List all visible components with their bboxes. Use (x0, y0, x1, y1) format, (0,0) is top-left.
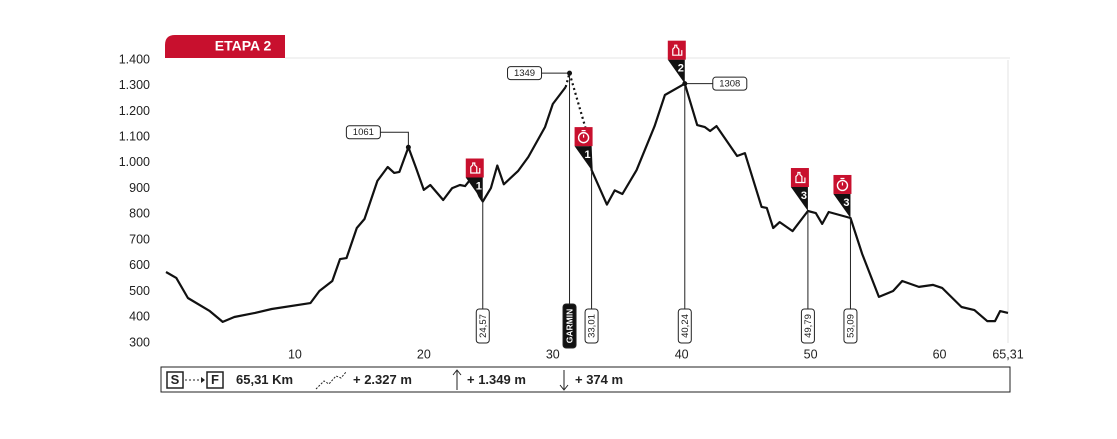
descent: + 374 m (575, 372, 623, 387)
annotation-point (682, 81, 688, 87)
marker-pennant (833, 193, 851, 218)
marker-label: 24,57 (478, 314, 489, 338)
annotation-box (712, 76, 748, 91)
title-tab (165, 35, 285, 58)
marker-flag (465, 158, 484, 178)
x-tick-label: 65,31 (992, 347, 1023, 361)
marker-pennant (574, 146, 592, 171)
x-tick-label: 40 (675, 347, 689, 361)
marker-label-group: 53,09 (843, 308, 858, 344)
sprint-icon-hand (581, 130, 586, 138)
marker-label-group: GARMIN (562, 303, 577, 349)
finish-icon (206, 371, 224, 389)
marker-label-box (800, 308, 815, 344)
marker-label-box (584, 308, 599, 344)
y-tick-label: 900 (129, 181, 150, 195)
marker-label-box (843, 308, 858, 344)
annotation-point (405, 144, 411, 150)
y-tick-label: 600 (129, 258, 150, 272)
annotation-box (507, 66, 543, 81)
y-tick-label: 1.000 (119, 155, 150, 169)
sprint-icon (836, 179, 849, 192)
marker-label: 33,01 (587, 314, 598, 338)
y-tick-label: 1.200 (119, 104, 150, 118)
marker-pennant (667, 59, 685, 84)
feed-icon (470, 162, 481, 174)
marker-number: 2 (678, 63, 684, 75)
summary-box (160, 366, 1011, 393)
marker-label: GARMIN (564, 309, 574, 343)
feed-icon (672, 44, 683, 56)
x-tick-label: 60 (933, 347, 947, 361)
up-icon (452, 369, 462, 390)
x-tick-label: 50 (804, 347, 818, 361)
annotation-box (345, 125, 381, 140)
distance: 65,31 Km (236, 372, 293, 387)
x-tick-label: 30 (546, 347, 560, 361)
max-altitude: + 1.349 m (467, 372, 526, 387)
marker-label: 49,79 (803, 314, 814, 338)
marker-pennant (790, 187, 808, 212)
y-tick-label: 400 (129, 310, 150, 324)
annotation-label: 1308 (719, 79, 740, 90)
marker-number: 1 (476, 180, 482, 192)
marker-label-box (475, 308, 490, 344)
marker-label-box (677, 308, 692, 344)
y-tick-label: 800 (129, 207, 150, 221)
annotation-point (567, 70, 573, 76)
total-climb: + 2.327 m (353, 372, 412, 387)
annotation-label: 1061 (353, 127, 374, 138)
y-tick-label: 700 (129, 232, 150, 246)
y-tick-label: 1.300 (119, 78, 150, 92)
down-icon (559, 370, 569, 391)
arrow-head (201, 377, 205, 383)
marker-label-group: 33,01 (584, 308, 599, 344)
y-tick-label: 300 (129, 335, 150, 349)
y-tick-label: 500 (129, 284, 150, 298)
marker-number: 3 (843, 197, 849, 209)
climb-icon (315, 371, 347, 390)
elevation-line (165, 82, 1009, 323)
marker-label-group: 49,79 (800, 308, 815, 344)
marker-label-group: 24,57 (475, 308, 490, 344)
y-tick-label: 1.400 (119, 52, 150, 66)
feed-icon (795, 171, 806, 184)
marker-number: 1 (585, 149, 591, 161)
start-icon (166, 371, 184, 389)
sprint-icon (577, 131, 590, 144)
y-tick-label: 1.100 (119, 129, 150, 143)
marker-flag (790, 168, 809, 188)
finish-label: F (211, 372, 219, 387)
chart-title: ETAPA 2 (215, 38, 272, 54)
marker-label-group: 40,24 (677, 308, 692, 344)
marker-number: 3 (801, 190, 807, 202)
marker-flag (667, 40, 686, 60)
marker-pennant (465, 177, 483, 202)
annotation-label: 1349 (514, 68, 535, 79)
start-label: S (171, 372, 180, 387)
sprint-icon-hand (840, 177, 845, 186)
marker-label: 53,09 (845, 314, 856, 338)
marker-label: 40,24 (680, 314, 691, 338)
x-tick-label: 10 (288, 347, 302, 361)
marker-label-box (562, 303, 577, 349)
x-tick-label: 20 (417, 347, 431, 361)
